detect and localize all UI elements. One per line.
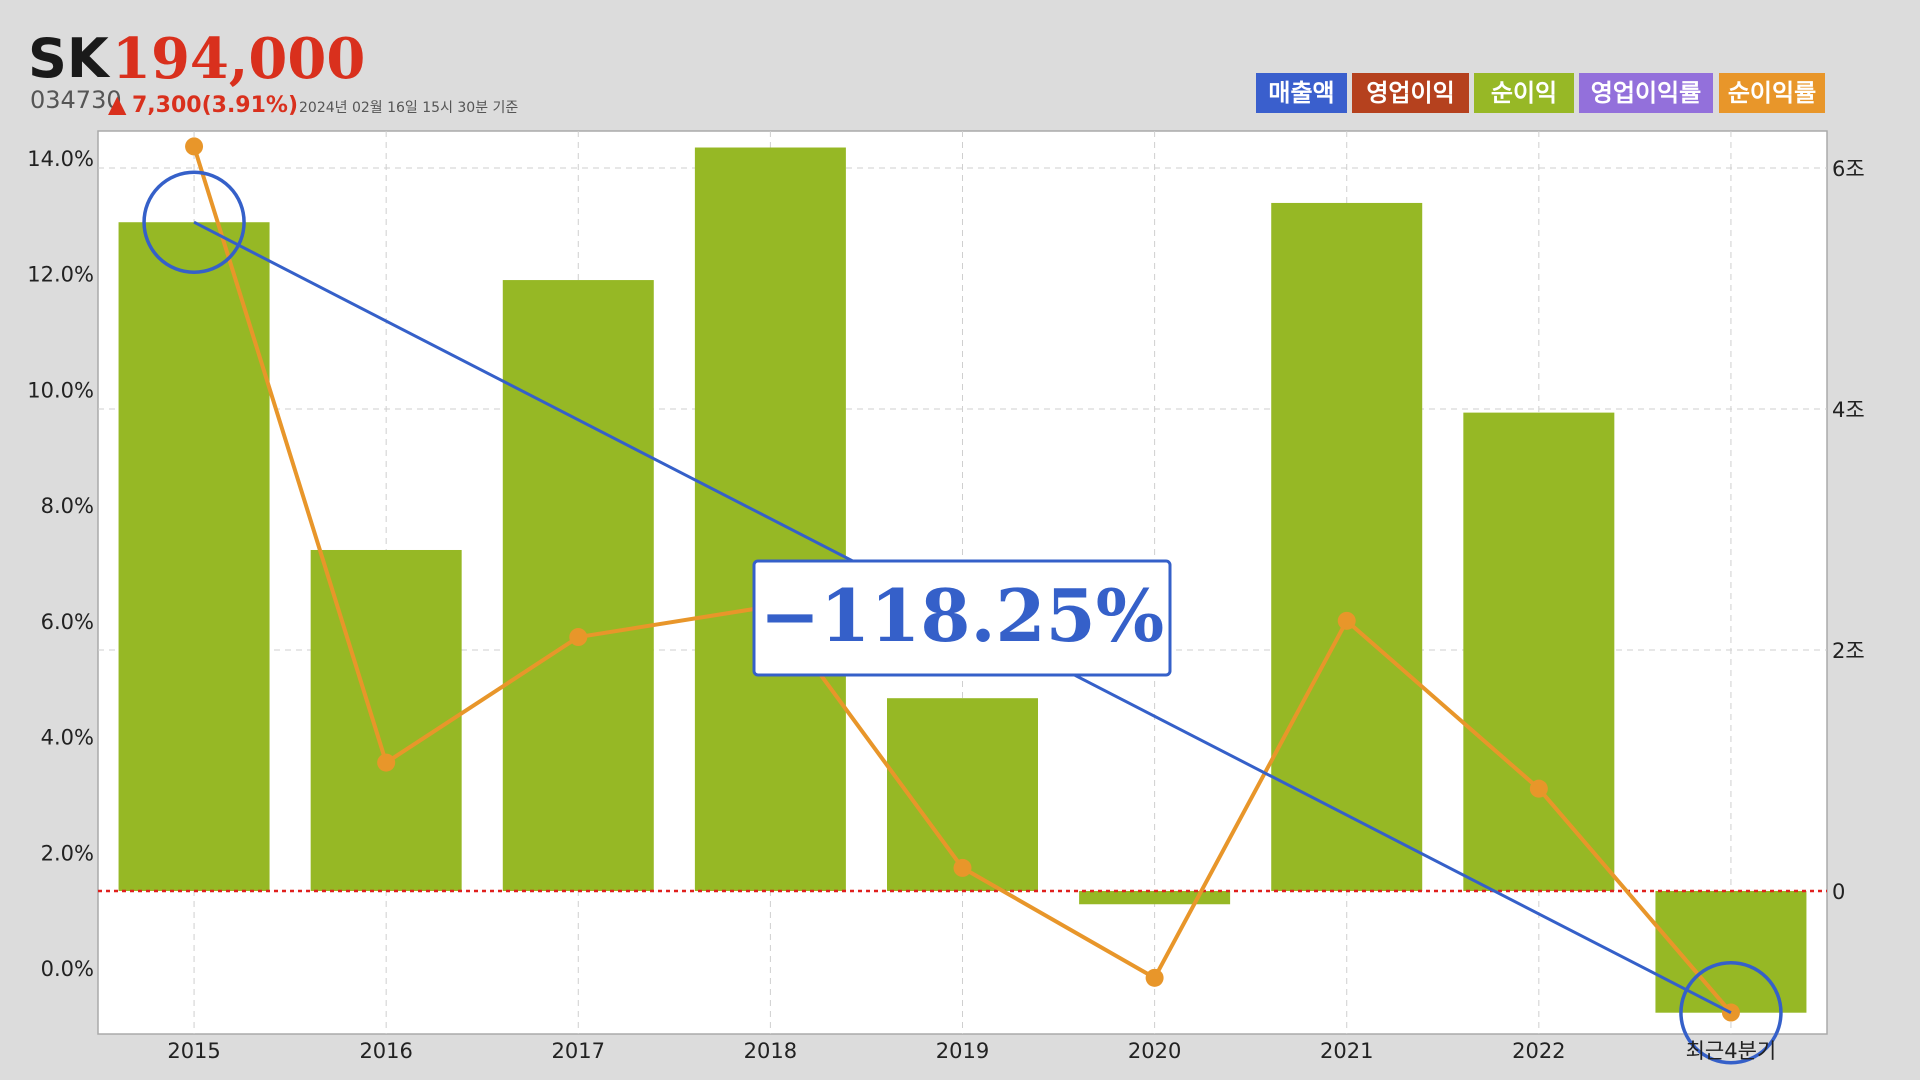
legend-label: 영업이익 xyxy=(1366,79,1454,107)
y-left-tick-label: 6.0% xyxy=(41,610,94,634)
series-point xyxy=(1529,779,1548,798)
y-left-tick-label: 0.0% xyxy=(41,957,94,981)
bar xyxy=(1271,202,1423,891)
y-left-tick-label: 12.0% xyxy=(27,263,94,287)
bar xyxy=(887,698,1038,891)
x-tick-label: 2021 xyxy=(1320,1039,1373,1063)
bar xyxy=(310,549,462,891)
legend-label: 순이익률 xyxy=(1728,79,1816,107)
axis-labels: 0.0% 2.0% 4.0% 6.0% 8.0% 10.0% 12.0% 14.0% 0 2조 4조… xyxy=(27,147,1864,1063)
stock-name: SK xyxy=(28,27,111,90)
bar xyxy=(1463,412,1615,891)
legend-swatch xyxy=(1352,73,1469,113)
legend-swatch xyxy=(1719,73,1825,113)
change-annotation-label: −118.25% xyxy=(760,573,1164,658)
stock-price: 194,000 xyxy=(112,26,365,92)
y-left-tick-label: 10.0% xyxy=(27,378,94,402)
y-left-tick-label: 4.0% xyxy=(41,726,94,750)
series-point xyxy=(1337,611,1356,630)
y-right-tick-label: 4조 xyxy=(1832,398,1865,422)
x-tick-label: 2018 xyxy=(744,1039,797,1063)
x-tick-label: 최근4분기 xyxy=(1686,1039,1777,1063)
bar-series xyxy=(118,147,1807,1013)
legend-label: 매출액 xyxy=(1268,79,1334,107)
series-point xyxy=(569,628,588,647)
y-left-tick-label: 2.0% xyxy=(41,841,94,865)
bar xyxy=(118,222,270,892)
trend-start-circle xyxy=(142,170,246,274)
x-tick-label: 2020 xyxy=(1128,1039,1181,1063)
series-point xyxy=(1145,968,1164,987)
change-annotation-box xyxy=(752,559,1172,677)
price-change: 7,300(3.91%) xyxy=(132,93,298,118)
legend-swatch xyxy=(1474,73,1574,113)
series-point xyxy=(377,753,396,772)
x-tick-label: 2017 xyxy=(552,1039,605,1063)
x-tick-label: 2022 xyxy=(1512,1039,1565,1063)
legend-label: 순이익 xyxy=(1491,79,1557,107)
series-point xyxy=(185,137,204,156)
y-right-tick-label: 2조 xyxy=(1832,639,1865,663)
line-series xyxy=(185,137,1740,1022)
y-left-tick-label: 14.0% xyxy=(27,147,94,171)
timestamp: 2024년 02월 16일 15시 30분 기준 xyxy=(299,100,518,116)
bar xyxy=(1079,891,1231,905)
trend-end-circle xyxy=(1679,960,1783,1065)
x-tick-label: 2015 xyxy=(167,1039,220,1063)
x-tick-label: 2019 xyxy=(936,1039,989,1063)
change-arrow: ▲ xyxy=(108,90,127,118)
legend-label: 영업이익률 xyxy=(1591,79,1701,107)
legend-swatch xyxy=(1256,73,1347,113)
y-left-tick-label: 8.0% xyxy=(41,494,94,518)
series-point xyxy=(953,858,972,877)
stock-code: 034730 xyxy=(30,86,122,114)
y-right-tick-label: 0 xyxy=(1832,880,1845,904)
x-tick-label: 2016 xyxy=(359,1039,412,1063)
legend: 매출액 영업이익 순이익 영업이익률 순이익률 xyxy=(1256,73,1825,113)
y-right-tick-label: 6조 xyxy=(1832,157,1865,181)
bar xyxy=(502,280,654,891)
legend-swatch xyxy=(1579,73,1713,113)
